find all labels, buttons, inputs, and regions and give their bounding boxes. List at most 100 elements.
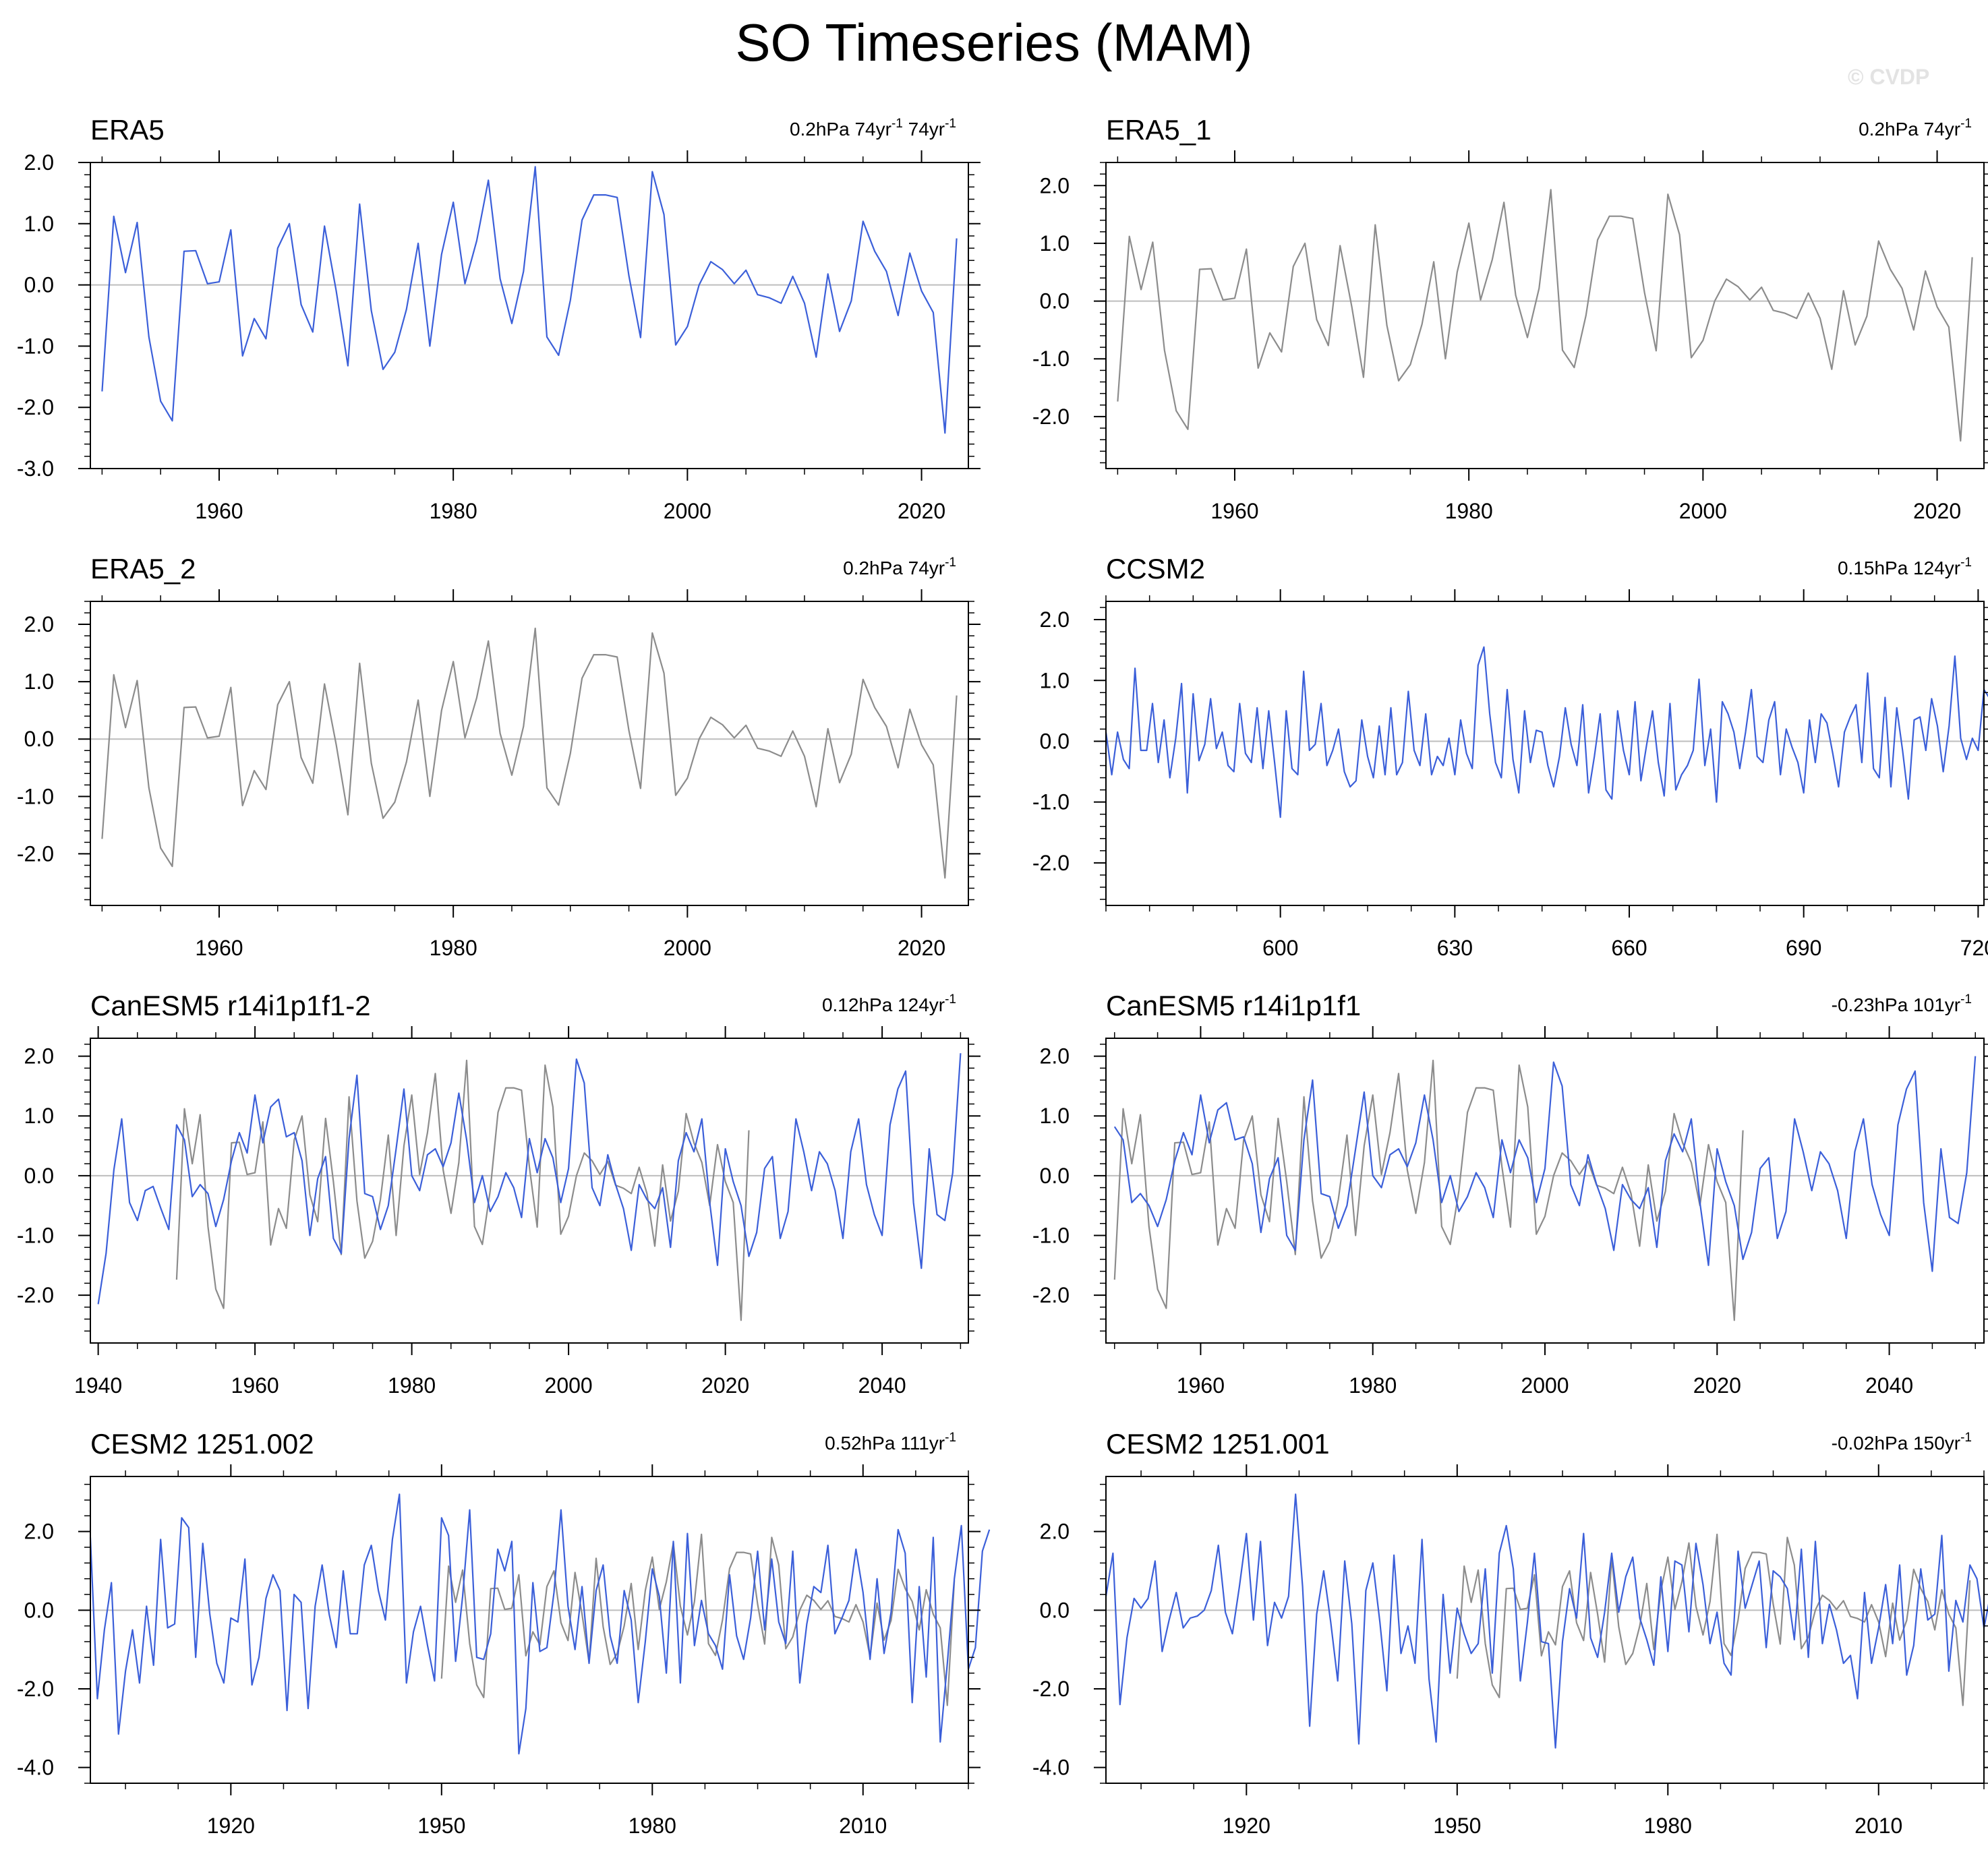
y-tick-label: 1.0 xyxy=(24,669,54,694)
y-tick-label: -1.0 xyxy=(17,334,54,358)
x-tick-label: 1980 xyxy=(388,1373,436,1398)
x-tick-label: 1980 xyxy=(1644,1814,1692,1838)
plot-frame xyxy=(90,601,969,906)
panel-title: CESM2 1251.001 xyxy=(1106,1428,1330,1460)
chart-panel-7: CESM2 1251.002 0.52hPa 111yr-1 2.0 0.0 -2.0 -… xyxy=(17,1428,991,1838)
x-tick-label: 2020 xyxy=(898,499,945,523)
x-tick-label: 720 xyxy=(1960,936,1988,960)
x-tick-label: 2020 xyxy=(701,1373,749,1398)
model-series-line xyxy=(97,1053,962,1305)
y-tick-label: -2.0 xyxy=(1032,1283,1070,1307)
chart-panel-2: ERA5_1 0.2hPa 74yr-1 2.0 1.0 0.0 -1.0 -2.0 1960… xyxy=(1032,114,1988,523)
stat-text: -0.23hPa 101yr xyxy=(1832,994,1960,1015)
y-tick-label: -2.0 xyxy=(1032,851,1070,875)
chart-panel-5: CanESM5 r14i1p1f1-2 0.12hPa 124yr-1 2.0 1.0… xyxy=(17,990,981,1398)
stat-text: 0.2hPa 74yr xyxy=(1859,119,1960,140)
plot-frame xyxy=(90,1038,969,1344)
stat-superscript-2: -1 xyxy=(945,117,956,131)
stat-text: 0.52hPa 111yr xyxy=(825,1433,945,1454)
x-tick-label: 1980 xyxy=(628,1814,676,1838)
panel-title: ERA5 xyxy=(90,114,165,146)
y-tick-label: 2.0 xyxy=(24,150,54,175)
stat-superscript: -1 xyxy=(1960,556,1972,570)
panel-title: ERA5_1 xyxy=(1106,114,1211,146)
plot-frame xyxy=(90,162,969,469)
x-tick-label: 630 xyxy=(1437,936,1473,960)
x-tick-label: 2040 xyxy=(858,1373,906,1398)
x-tick-label: 1960 xyxy=(195,936,243,960)
observed-series-line xyxy=(101,627,958,879)
y-tick-label: 1.0 xyxy=(1040,668,1070,692)
panel-trend-stat: 0.12hPa 124yr-1 xyxy=(822,992,956,1015)
panel-title: CanESM5 r14i1p1f1 xyxy=(1106,990,1361,1021)
y-tick-label: -1.0 xyxy=(1032,347,1070,371)
y-tick-label: -4.0 xyxy=(1032,1756,1070,1780)
chart-panel-4: CCSM2 0.15hPa 124yr-1 2.0 1.0 0.0 -1.0 -2.0 600… xyxy=(1032,553,1988,960)
y-tick-label: 1.0 xyxy=(24,212,54,236)
model-series-line xyxy=(89,1493,991,1755)
stat-text: 0.2hPa 74yr xyxy=(843,558,945,578)
y-tick-label: -2.0 xyxy=(17,1283,54,1307)
cvdp-watermark: © CVDP xyxy=(1848,65,1930,89)
x-tick-label: 2000 xyxy=(545,1373,593,1398)
stat-text: 0.12hPa 124yr xyxy=(822,994,945,1015)
chart-panel-1: ERA5 0.2hPa 74yr-1 74yr-12.01.00.0-1.0-2.… xyxy=(17,114,981,523)
x-tick-label: 2010 xyxy=(1854,1814,1902,1838)
y-tick-label: 2.0 xyxy=(24,612,54,636)
plot-frame xyxy=(1105,1476,1985,1784)
panel-trend-stat: -0.02hPa 150yr-1 xyxy=(1832,1431,1972,1454)
figure-title: SO Timeseries (MAM) xyxy=(735,13,1253,72)
y-tick-label: 1.0 xyxy=(1040,231,1070,256)
panel-trend-stat: 0.52hPa 111yr-1 xyxy=(825,1431,956,1454)
y-tick-label: -1.0 xyxy=(17,1223,54,1247)
chart-panel-6: CanESM5 r14i1p1f1 -0.23hPa 101yr-1 2.0 1.0 0… xyxy=(1032,990,1988,1398)
x-tick-label: 2020 xyxy=(898,936,945,960)
y-tick-label: 2.0 xyxy=(24,1520,54,1544)
x-tick-label: 1980 xyxy=(430,499,477,523)
y-tick-label: 1.0 xyxy=(24,1104,54,1128)
y-tick-label: 2.0 xyxy=(24,1044,54,1069)
y-tick-label: 0.0 xyxy=(1040,1164,1070,1188)
plot-frame xyxy=(1105,162,1985,469)
plot-frame xyxy=(1105,1038,1985,1344)
y-tick-label: -4.0 xyxy=(17,1756,54,1780)
y-tick-label: 0.0 xyxy=(1040,289,1070,313)
y-tick-label: 2.0 xyxy=(1040,607,1070,632)
chart-panel-8: CESM2 1251.001 -0.02hPa 150yr-1 2.0 0.0 -2.0… xyxy=(1032,1428,1988,1838)
y-tick-label: -2.0 xyxy=(17,841,54,866)
stat-superscript: -1 xyxy=(1960,117,1972,131)
y-tick-label: 1.0 xyxy=(1040,1104,1070,1128)
x-tick-label: 1950 xyxy=(417,1814,465,1838)
x-tick-label: 1950 xyxy=(1433,1814,1481,1838)
observed-series-line xyxy=(1456,1533,1971,1706)
stat-superscript: -1 xyxy=(1960,1431,1972,1445)
observed-series-line xyxy=(1113,1059,1744,1321)
model-series-line xyxy=(1105,646,1988,818)
stat-superscript: -1 xyxy=(891,117,903,131)
x-tick-label: 690 xyxy=(1786,936,1821,960)
stat-text-2: 74yr xyxy=(903,119,945,140)
y-tick-label: -2.0 xyxy=(17,1677,54,1701)
x-tick-label: 2040 xyxy=(1865,1373,1913,1398)
x-tick-label: 1960 xyxy=(231,1373,279,1398)
observed-series-line xyxy=(1117,189,1973,442)
stat-superscript: -1 xyxy=(945,1431,956,1445)
panel-trend-stat: 0.2hPa 74yr-1 74yr-1 xyxy=(790,117,956,140)
y-tick-label: 0.0 xyxy=(24,1598,54,1622)
y-tick-label: 2.0 xyxy=(1040,1520,1070,1544)
y-tick-label: 0.0 xyxy=(24,273,54,297)
panel-trend-stat: 0.2hPa 74yr-1 xyxy=(843,556,956,578)
y-tick-label: -3.0 xyxy=(17,456,54,481)
x-tick-label: 2000 xyxy=(1521,1373,1569,1398)
x-tick-label: 1980 xyxy=(430,936,477,960)
x-tick-label: 1940 xyxy=(74,1373,122,1398)
x-tick-label: 2020 xyxy=(1913,499,1961,523)
stat-text: -0.02hPa 150yr xyxy=(1832,1433,1960,1454)
stat-superscript: -1 xyxy=(945,556,956,570)
y-tick-label: 2.0 xyxy=(1040,1044,1070,1069)
stat-text: 0.15hPa 124yr xyxy=(1838,558,1960,578)
x-tick-label: 600 xyxy=(1262,936,1298,960)
y-tick-label: 0.0 xyxy=(1040,1598,1070,1622)
x-tick-label: 2010 xyxy=(839,1814,887,1838)
